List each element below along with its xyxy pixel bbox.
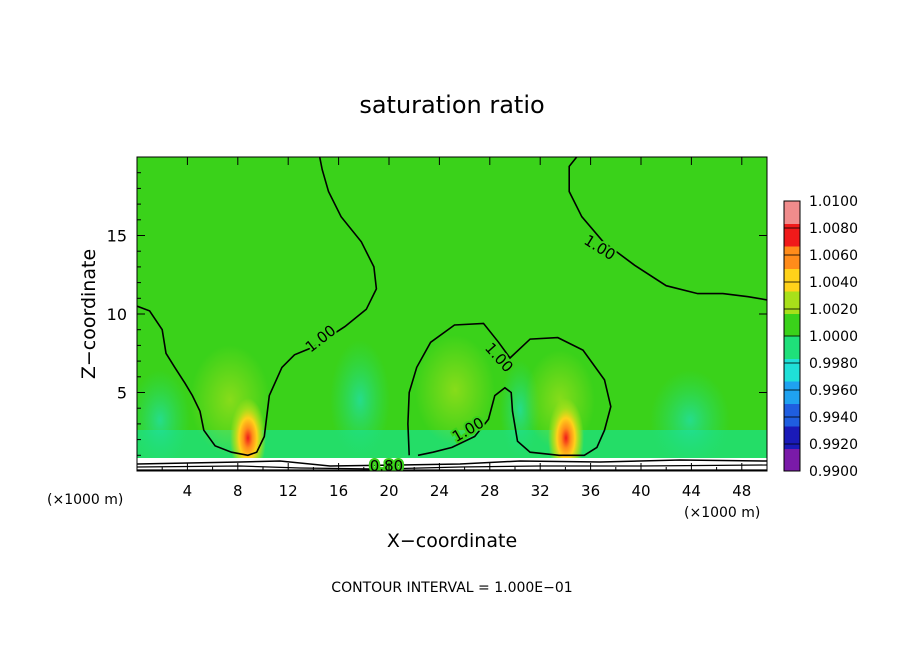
colorbar-label: 1.0060 [809,248,858,264]
x-unit-left: (×1000 m) [47,492,123,508]
colorbar-swatch [784,313,800,337]
chart-title: saturation ratio [359,91,544,119]
x-tick-label: 28 [480,482,499,500]
hotspot-2 [548,398,584,471]
colorbar-swatch [784,268,800,292]
colorbar-label: 1.0080 [809,221,858,237]
colorbar-swatch [784,291,800,314]
colorbar-swatch [784,223,800,247]
x-tick-label: 40 [631,482,650,500]
y-tick-label: 5 [117,384,127,403]
plot-area: 1.001.001.001.000.80 [137,157,767,475]
x-tick-label: 32 [531,482,550,500]
colorbar-swatch [784,426,800,449]
y-tick-label: 15 [107,227,127,246]
colorbar-label: 1.0040 [809,275,858,291]
contour-line-2 [568,157,767,301]
y-tick-label: 10 [107,305,127,324]
x-tick-label: 4 [183,482,193,500]
x-tick-label: 8 [233,482,243,500]
x-axis-label: X−coordinate [387,530,517,552]
colorbar-label: 1.0000 [809,329,858,345]
x-tick-label: 12 [279,482,298,500]
colorbar-swatch [784,381,800,404]
colorbar-label: 0.9940 [809,410,858,426]
contour-line-3 [407,322,612,457]
x-tick-label: 48 [732,482,751,500]
colorbar-swatch [784,403,800,427]
colorbar-label: 0.9960 [809,383,858,399]
colorbar-swatch [784,201,800,224]
contour-line-1 [137,157,378,457]
x-tick-label: 20 [379,482,398,500]
colorbar-swatch [784,246,800,269]
x-unit-right: (×1000 m) [684,505,760,521]
colorbar-swatch [784,448,800,472]
colorbar-swatch [784,336,800,359]
colorbar-label: 1.0100 [809,194,858,210]
colorbar-label: 0.9980 [809,356,858,372]
x-tick-label: 24 [430,482,449,500]
colorbar-label: 0.9900 [809,464,858,480]
colorbar-label: 0.9920 [809,437,858,453]
colorbar-label: 1.0020 [809,302,858,318]
x-tick-label: 44 [682,482,701,500]
x-tick-label: 16 [329,482,348,500]
contour-interval-note: CONTOUR INTERVAL = 1.000E−01 [331,580,572,596]
contour-label-5: 0.80 [370,457,403,475]
y-axis-label: Z−coordinate [78,249,100,379]
colorbar-swatch [784,358,800,382]
x-tick-label: 36 [581,482,600,500]
